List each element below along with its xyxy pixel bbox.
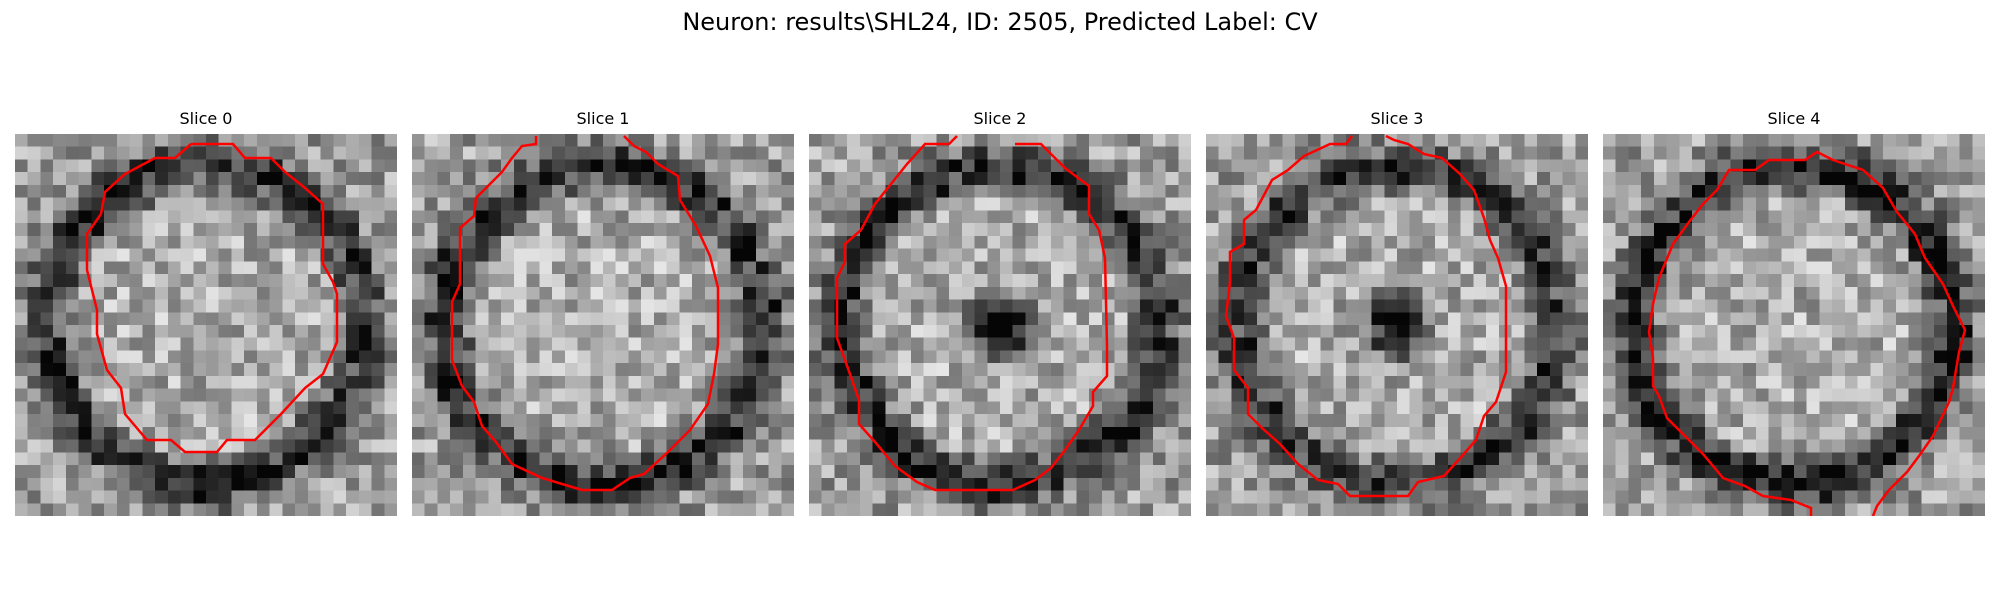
slice-image [1603,134,1985,516]
slice-image [809,134,1191,516]
slice-title: Slice 2 [973,109,1027,128]
contour-overlay [85,142,339,454]
slice-title: Slice 4 [1767,109,1821,128]
slice-title: Slice 3 [1370,109,1424,128]
slice-image [1206,134,1588,516]
red-contour [1224,134,1508,498]
slice-panel-1: Slice 1 [412,108,794,520]
red-contour [1647,150,1967,516]
contour-overlay [835,135,1109,492]
slice-panel-3: Slice 3 [1206,108,1588,520]
slice-panel-0: Slice 0 [15,108,397,520]
grayscale-slice-image [809,134,1191,516]
contour-overlay [1647,150,1967,516]
slice-panel-4: Slice 4 [1603,108,1985,520]
slice-panel-2: Slice 2 [809,108,1191,520]
grayscale-slice-image [1206,134,1588,516]
slice-image [15,134,397,516]
slice-title: Slice 0 [179,109,233,128]
contour-overlay [450,135,720,492]
red-contour [835,135,1109,492]
contour-overlay [1224,134,1508,498]
slice-image [412,134,794,516]
red-contour [85,142,339,454]
red-contour [450,135,720,492]
slice-title: Slice 1 [576,109,630,128]
figure-title: Neuron: results\SHL24, ID: 2505, Predict… [682,8,1318,36]
